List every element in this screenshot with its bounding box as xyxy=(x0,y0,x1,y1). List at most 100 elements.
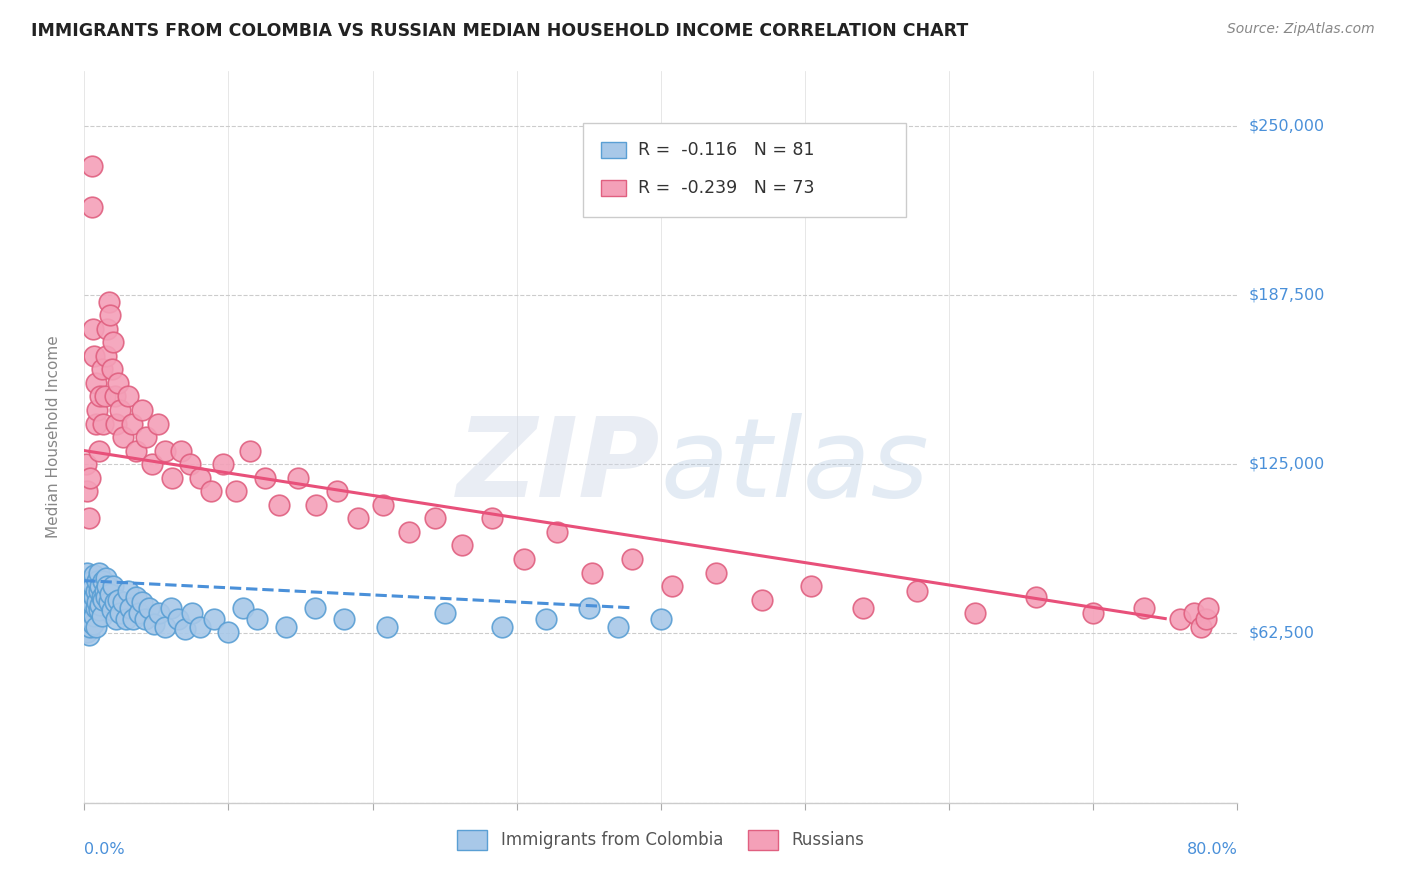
Point xyxy=(77,579,100,593)
Point xyxy=(80,611,103,625)
Point xyxy=(112,430,135,444)
Point xyxy=(751,592,773,607)
Text: $250,000: $250,000 xyxy=(1249,118,1324,133)
Point xyxy=(232,600,254,615)
Point xyxy=(963,606,986,620)
Point xyxy=(107,376,129,390)
Point xyxy=(75,584,97,599)
Point xyxy=(97,294,120,309)
Point xyxy=(104,595,127,609)
Text: IMMIGRANTS FROM COLOMBIA VS RUSSIAN MEDIAN HOUSEHOLD INCOME CORRELATION CHART: IMMIGRANTS FROM COLOMBIA VS RUSSIAN MEDI… xyxy=(31,22,969,40)
Point xyxy=(188,471,211,485)
Point xyxy=(91,592,114,607)
Point xyxy=(82,598,104,612)
Point xyxy=(117,389,139,403)
Point xyxy=(97,595,120,609)
Point xyxy=(125,590,148,604)
Point xyxy=(211,457,233,471)
Point xyxy=(162,471,184,485)
Point xyxy=(1189,620,1212,634)
Point xyxy=(131,595,153,609)
Point xyxy=(84,417,107,431)
Point xyxy=(606,620,628,634)
Point xyxy=(141,457,163,471)
Point xyxy=(128,606,150,620)
Legend: Immigrants from Colombia, Russians: Immigrants from Colombia, Russians xyxy=(451,823,870,856)
Text: R =  -0.116   N = 81: R = -0.116 N = 81 xyxy=(638,141,814,159)
Point xyxy=(75,606,97,620)
Text: 0.0%: 0.0% xyxy=(84,842,125,856)
Point xyxy=(546,524,568,539)
Point xyxy=(105,611,128,625)
Point xyxy=(80,592,103,607)
Point xyxy=(91,574,114,588)
Point xyxy=(82,617,104,632)
Point xyxy=(105,417,128,431)
Point xyxy=(1168,611,1191,625)
Point xyxy=(96,322,118,336)
Point xyxy=(333,611,356,625)
Point xyxy=(87,443,110,458)
Text: $62,500: $62,500 xyxy=(1249,626,1315,641)
Point xyxy=(83,349,105,363)
Point xyxy=(142,617,165,632)
Point xyxy=(661,579,683,593)
Point xyxy=(82,579,104,593)
Text: Source: ZipAtlas.com: Source: ZipAtlas.com xyxy=(1227,22,1375,37)
Point xyxy=(1025,590,1047,604)
Point xyxy=(104,389,127,403)
Point xyxy=(202,611,225,625)
Point xyxy=(1198,600,1220,615)
Point xyxy=(179,457,201,471)
Point xyxy=(134,611,156,625)
Point xyxy=(84,584,107,599)
Point xyxy=(80,574,103,588)
Point xyxy=(1132,600,1154,615)
Point xyxy=(513,552,536,566)
Point xyxy=(852,600,875,615)
Point xyxy=(153,443,176,458)
Point xyxy=(76,566,98,580)
Point xyxy=(96,579,118,593)
Point xyxy=(87,584,110,599)
Point xyxy=(423,511,446,525)
Point xyxy=(181,606,204,620)
Point xyxy=(98,587,121,601)
Point xyxy=(800,579,823,593)
Point xyxy=(1083,606,1105,620)
Text: 80.0%: 80.0% xyxy=(1187,842,1237,856)
Point xyxy=(287,471,309,485)
Point xyxy=(84,600,107,615)
Point xyxy=(188,620,211,634)
Point xyxy=(148,606,170,620)
Point xyxy=(239,443,262,458)
Point xyxy=(170,443,193,458)
Point xyxy=(433,606,456,620)
Point xyxy=(650,611,672,625)
Point xyxy=(481,511,503,525)
Point xyxy=(905,584,928,599)
Point xyxy=(103,335,124,350)
Point xyxy=(107,592,129,607)
Point xyxy=(253,471,276,485)
Point xyxy=(87,566,110,580)
Point xyxy=(77,595,100,609)
Point xyxy=(80,200,103,214)
Point xyxy=(581,566,603,580)
Point xyxy=(86,574,108,588)
Point xyxy=(89,579,111,593)
Point xyxy=(267,498,290,512)
Point xyxy=(94,349,117,363)
Point xyxy=(451,538,474,552)
Point xyxy=(93,389,115,403)
Point xyxy=(79,620,101,634)
Point xyxy=(153,620,176,634)
Point xyxy=(79,590,101,604)
Point xyxy=(100,603,122,617)
Y-axis label: Median Household Income: Median Household Income xyxy=(46,335,62,539)
Point xyxy=(103,579,124,593)
Point xyxy=(83,568,105,582)
Text: R =  -0.239   N = 73: R = -0.239 N = 73 xyxy=(638,179,814,197)
Point xyxy=(110,606,132,620)
Point xyxy=(83,608,105,623)
